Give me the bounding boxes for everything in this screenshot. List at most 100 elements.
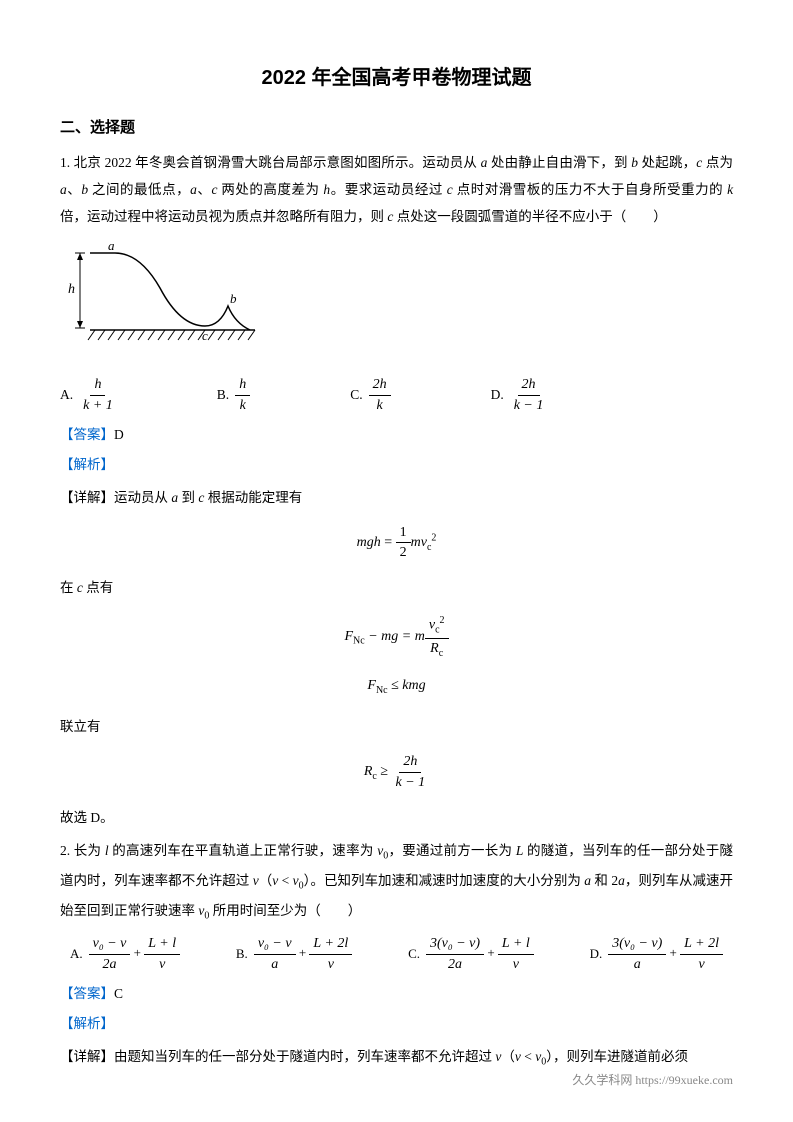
q2-answer-val: C — [114, 986, 123, 1001]
opt-c-den: k — [372, 396, 386, 413]
diagram-a-label: a — [108, 238, 115, 253]
opt-b-den: k — [236, 396, 250, 413]
q2-d-p1: （ — [501, 1049, 515, 1064]
q1-t11: 倍，运动过程中将运动员视为质点并忽略所有阻力，则 — [60, 209, 387, 224]
q1-options: A. h k + 1 B. h k C. 2h k D. 2h k − 1 — [60, 377, 733, 413]
q2a-t1n: v₀ − v — [89, 936, 131, 954]
eq1-den: 2 — [396, 543, 411, 560]
q2-opt-d-label: D. — [590, 942, 603, 965]
q2b-plus: + — [296, 945, 310, 960]
eq2-den-sub: c — [439, 648, 443, 659]
eq1-sup: 2 — [431, 532, 436, 543]
eq3-F: F — [367, 678, 376, 693]
eq3-Nc: Nc — [376, 684, 388, 695]
q2-t8: 和 2 — [591, 873, 618, 888]
q1-option-d: D. 2h k − 1 — [491, 377, 548, 413]
q1-at-c: 在 c 点有 — [60, 574, 733, 601]
q1-t1: 1. 北京 2022 年冬奥会首钢滑雪大跳台局部示意图如图所示。运动员从 — [60, 155, 481, 170]
eq2-num-sub: c — [435, 625, 439, 636]
q2-opt-a-label: A. — [70, 942, 83, 965]
q2-t5: （ — [259, 873, 273, 888]
q2-detail: 【详解】由题知当列车的任一部分处于隧道内时，列车速率都不允许超过 v（v < v… — [60, 1043, 733, 1073]
q2-answer: 【答案】C — [60, 982, 733, 1006]
eq1-eq: = — [381, 535, 396, 550]
q1-t8: 两处的高度差为 — [217, 182, 323, 197]
q1-atc-1: 在 — [60, 580, 77, 595]
eq1-lhs: mgh — [357, 535, 381, 550]
q2c-t2d: v — [509, 955, 523, 972]
eq4-ge: ≥ — [377, 765, 392, 780]
q1-a3: a — [190, 182, 197, 197]
eq2-mid: − mg = m — [365, 629, 425, 644]
q1-detail-1: 【详解】运动员从 a 到 c 根据动能定理有 — [60, 484, 733, 511]
opt-a-num: h — [90, 377, 105, 395]
q2d-t1n: 3(v₀ − v) — [608, 936, 666, 954]
q2a-plus: + — [130, 945, 144, 960]
q2-d-lt: < — [521, 1049, 535, 1064]
q2-d-p2: ），则列车进隧道前必须 — [546, 1049, 688, 1064]
q1-conclusion: 故选 D。 — [60, 804, 733, 831]
q1-eq1: mgh = 12mvc2 — [60, 525, 733, 561]
q2-t6: < — [278, 873, 292, 888]
q2-a2: a — [618, 873, 625, 888]
footer-text: 久久学科网 https://99xueke.com — [572, 1070, 733, 1092]
q1-t9: 。要求运动员经过 — [330, 182, 447, 197]
q2c-t1d: 2a — [444, 955, 466, 972]
q2c-t2n: L + l — [498, 936, 534, 954]
eq2-den: R — [430, 641, 439, 656]
q2-text: 2. 长为 l 的高速列车在平直轨道上正常行驶，速率为 v0，要通过前方一长为 … — [60, 837, 733, 926]
opt-a-den: k + 1 — [79, 396, 117, 413]
q1-d-prefix: 【详解】运动员从 — [60, 490, 171, 505]
q1-answer-val: D — [114, 427, 124, 442]
q2-t10: 所用时间至少为（ ） — [209, 903, 361, 918]
q1-k: k — [727, 182, 733, 197]
q1-a2: a — [60, 182, 67, 197]
q1-option-b: B. h k — [217, 377, 250, 413]
eq1-sub: c — [427, 541, 431, 552]
eq1-num: 1 — [396, 525, 411, 543]
q1-answer: 【答案】D — [60, 423, 733, 447]
eq4-den: k − 1 — [392, 773, 430, 790]
opt-a-label: A. — [60, 383, 73, 407]
q1-answer-label: 【答案】 — [60, 427, 114, 442]
q2-option-b: B. v₀ − va + L + 2lv — [236, 936, 352, 972]
eq2-num-sup: 2 — [440, 615, 445, 626]
q1-option-a: A. h k + 1 — [60, 377, 117, 413]
diagram-h-label: h — [68, 282, 75, 297]
q2b-t2n: L + 2l — [309, 936, 352, 954]
q2-t1: 2. 长为 — [60, 843, 105, 858]
q2d-plus: + — [666, 945, 680, 960]
q1-t4: 点为 — [702, 155, 733, 170]
q1-t7: 、 — [197, 182, 212, 197]
eq4-num: 2h — [399, 754, 421, 772]
opt-c-label: C. — [350, 383, 362, 407]
q2b-t1n: v₀ − v — [254, 936, 296, 954]
q1-option-c: C. 2h k — [350, 377, 390, 413]
q1-t6: 之间的最低点， — [88, 182, 190, 197]
q2-answer-label: 【答案】 — [60, 986, 114, 1001]
q2a-t2d: v — [155, 955, 169, 972]
q1-t12: 点处这一段圆弧雪道的半径不应小于（ ） — [393, 209, 666, 224]
q2-options: A. v₀ − v2a + L + lv B. v₀ − va + L + 2l… — [60, 936, 733, 972]
q2-opt-c-label: C. — [408, 942, 420, 965]
q2-t7: ）。已知列车加速和减速时加速度的大小分别为 — [304, 873, 585, 888]
opt-b-num: h — [235, 377, 250, 395]
q2b-t2d: v — [324, 955, 338, 972]
q2a-t1d: 2a — [99, 955, 121, 972]
section-header: 二、选择题 — [60, 114, 733, 141]
opt-b-label: B. — [217, 383, 229, 407]
q2-opt-b-label: B. — [236, 942, 248, 965]
eq1-rhs: mv — [411, 535, 427, 550]
q2a-t2n: L + l — [144, 936, 180, 954]
q1-combine: 联立有 — [60, 713, 733, 740]
q2d-t2d: v — [694, 955, 708, 972]
q2-option-d: D. 3(v₀ − v)a + L + 2lv — [590, 936, 723, 972]
q1-explain-label: 【解析】 — [60, 453, 733, 477]
eq2-F: F — [344, 629, 353, 644]
q2c-plus: + — [484, 945, 498, 960]
q2d-t1d: a — [630, 955, 645, 972]
diagram-b-label: b — [230, 291, 237, 306]
q2c-t1n: 3(v₀ − v) — [426, 936, 484, 954]
q1-text: 1. 北京 2022 年冬奥会首钢滑雪大跳台局部示意图如图所示。运动员从 a 处… — [60, 149, 733, 230]
q1-atc-2: 点有 — [83, 580, 113, 595]
